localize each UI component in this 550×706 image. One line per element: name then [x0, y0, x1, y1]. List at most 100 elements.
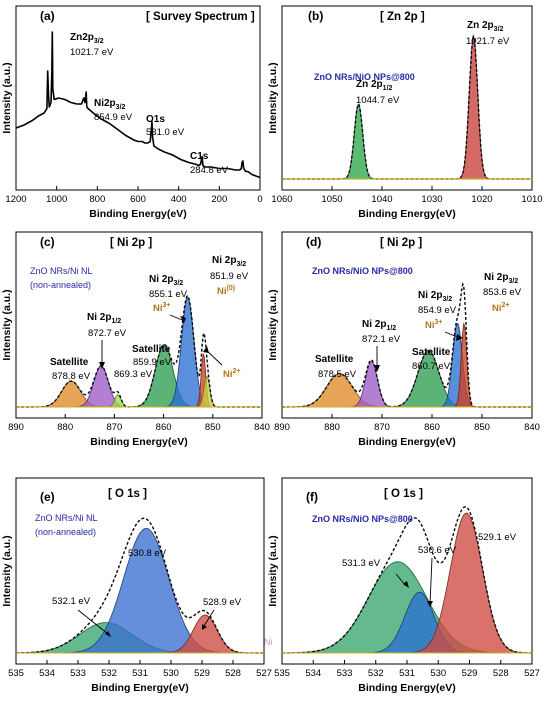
arrowhead-e-528 — [202, 624, 207, 630]
panel-c-ni3-state: Ni3+ — [153, 302, 170, 314]
panel-c-ni2-state: Ni2+ — [223, 368, 240, 380]
arrowhead-f-531 — [403, 581, 409, 588]
panel-f-letter: (f) — [306, 490, 318, 504]
panel-a-tick-label-2: 800 — [89, 194, 105, 205]
panel-e-tick-label-7: 528 — [225, 668, 241, 679]
arrowhead-e-532 — [105, 631, 111, 637]
panel-a-tick-label-5: 200 — [211, 194, 227, 205]
panel-f-tick-label-1: 534 — [305, 668, 321, 679]
panel-d-ni3-state: Ni3+ — [425, 319, 442, 331]
panel-c-tick-label-1: 880 — [57, 422, 73, 433]
arrowhead-c-ni12 — [99, 362, 105, 369]
panel-f-531-value: 531.3 eV — [342, 558, 381, 569]
panel-d-sat1-value: 878.5 eV — [318, 369, 357, 380]
panel-e-sample-note: (non-annealed) — [35, 527, 96, 537]
panel-c-ni0-state: Ni(0) — [217, 285, 235, 297]
panel-b-tick-label-3: 1030 — [421, 194, 442, 205]
panel-f-envelope — [282, 506, 532, 654]
panel-c-tick-label-2: 870 — [106, 422, 122, 433]
panel-f-tick-label-2: 533 — [337, 668, 353, 679]
panel-f-tick-label-5: 530 — [430, 668, 446, 679]
panel-d-text: (d) [ Ni 2p ] ZnO NRs/NiO NPs@800 Satell… — [306, 235, 522, 380]
panel-c-sample-note: (non-annealed) — [30, 280, 91, 290]
panel-f-title: [ O 1s ] — [384, 488, 423, 500]
panel-b-tick-label-0: 1060 — [271, 194, 292, 205]
panel-e-xlabel: Binding Energy(eV) — [91, 682, 188, 694]
panel-f-text: (f) [ O 1s ] ZnO NRs/NiO NPs@800 531.3 e… — [306, 488, 517, 569]
panel-c-ni12-value: 872.7 eV — [88, 328, 127, 339]
panel-e-tick-label-4: 531 — [132, 668, 148, 679]
panel-c-sat1-label: Satellite — [50, 357, 89, 368]
panel-f-529-value: 529.1 eV — [478, 532, 517, 543]
panel-d-ni2-state: Ni2+ — [492, 302, 509, 314]
panel-b-title: [ Zn 2p ] — [380, 11, 425, 23]
panel-c-ni32b-value: 851.9 eV — [210, 271, 249, 282]
panel-b-tick-label-1: 1050 — [321, 194, 342, 205]
panel-c-sat2-value: 859.9 eV — [133, 357, 172, 368]
panel-a-ylabel: Intensity (a.u.) — [1, 62, 13, 133]
panel-a-ni-value: 854.9 eV — [94, 112, 133, 123]
panel-c-869-value: 869.3 eV — [114, 369, 153, 380]
panel-e-text: (e) [ O 1s ] ZnO NRs/Ni NL (non-annealed… — [35, 488, 273, 647]
panel-f-xlabel: Binding Energy(eV) — [358, 682, 455, 694]
panel-e-530-value: 530.8 eV — [128, 548, 167, 559]
panel-a-o-value: 531.0 eV — [146, 127, 185, 138]
panel-b-zn12-value: 1044.7 eV — [356, 95, 400, 106]
panel-a-zn-value: 1021.7 eV — [70, 47, 114, 58]
panel-d-ni12-value: 872.1 eV — [362, 334, 401, 345]
panel-a-title: [ Survey Spectrum ] — [146, 11, 255, 23]
arrow-f-530 — [429, 557, 433, 605]
panel-e-tick-label-2: 533 — [70, 668, 86, 679]
panel-d-letter: (d) — [306, 235, 321, 249]
panel-c-ni32a-label: Ni 2p3/2 — [149, 274, 183, 287]
panel-b-zn32-value: 1021.7 eV — [466, 36, 510, 47]
panel-d-tick-label-2: 870 — [374, 422, 390, 433]
panel-c-ni32a-value: 855.1 eV — [149, 289, 188, 300]
arrowhead-c-ni2 — [203, 346, 209, 353]
panel-f-ylabel: Intensity (a.u.) — [267, 535, 279, 606]
panel-b-envelope — [282, 34, 532, 180]
panel-a-zn-label: Zn2p3/2 — [70, 32, 104, 45]
panel-d-sat2-label: Satellite — [412, 347, 451, 358]
panel-d-tick-label-4: 850 — [474, 422, 490, 433]
arrowhead-f-530 — [427, 601, 433, 607]
panel-d-ni32a-value: 854.9 eV — [418, 305, 457, 316]
panel-a-xlabel: Binding Energy(eV) — [89, 208, 186, 220]
panel-c-xlabel: Binding Energy(eV) — [90, 436, 187, 448]
arrow-e-528 — [203, 609, 215, 627]
panel-d-ylabel: Intensity (a.u.) — [267, 289, 279, 360]
panel-c-sat2-label: Satellite — [132, 344, 171, 355]
panel-a-c-value: 284.8 eV — [190, 165, 229, 176]
panel-c-ni32b-label: Ni 2p3/2 — [212, 255, 246, 268]
panel-b-zn32-label: Zn 2p3/2 — [467, 20, 504, 33]
panel-b-tick-label-4: 1020 — [471, 194, 492, 205]
panel-e-ylabel: Intensity (a.u.) — [1, 535, 13, 606]
panel-d-title: [ Ni 2p ] — [380, 237, 422, 249]
panel-c-tick-label-5: 840 — [254, 422, 270, 433]
panel-f-tick-label-0: 535 — [274, 668, 290, 679]
panel-b-tick-label-2: 1040 — [371, 194, 392, 205]
arrow-e-532 — [77, 609, 109, 635]
panel-c-frame — [15, 231, 263, 419]
panel-c-letter: (c) — [40, 235, 55, 249]
panel-d-peak-3 — [282, 323, 532, 408]
panel-f-tick-label-7: 528 — [493, 668, 509, 679]
panel-c-ylabel: Intensity (a.u.) — [1, 289, 13, 360]
panel-d-tick-label-1: 880 — [324, 422, 340, 433]
panel-f-tick-label-6: 529 — [462, 668, 478, 679]
panel-d-ni32a-label: Ni 2p3/2 — [418, 290, 452, 303]
panel-a-text: (a) [ Survey Spectrum ] Zn2p3/2 1021.7 e… — [40, 9, 255, 176]
panel-b-letter: (b) — [308, 9, 323, 23]
panel-e-tick-label-5: 530 — [163, 668, 179, 679]
panel-a-series-0 — [15, 31, 261, 179]
panel-e-envelope — [16, 517, 264, 654]
panel-d-ni32b-label: Ni 2p3/2 — [484, 272, 518, 285]
panel-d-frame — [281, 231, 533, 419]
panel-e-sample: ZnO NRs/Ni NL — [35, 513, 98, 523]
panel-a-tick-label-6: 0 — [257, 194, 262, 205]
panel-e-tick-label-0: 535 — [8, 668, 24, 679]
panel-a-tick-label-3: 600 — [130, 194, 146, 205]
panel-b-ylabel: Intensity (a.u.) — [267, 62, 279, 133]
panel-d-xlabel: Binding Energy(eV) — [358, 436, 455, 448]
panel-d-tick-label-0: 890 — [274, 422, 290, 433]
